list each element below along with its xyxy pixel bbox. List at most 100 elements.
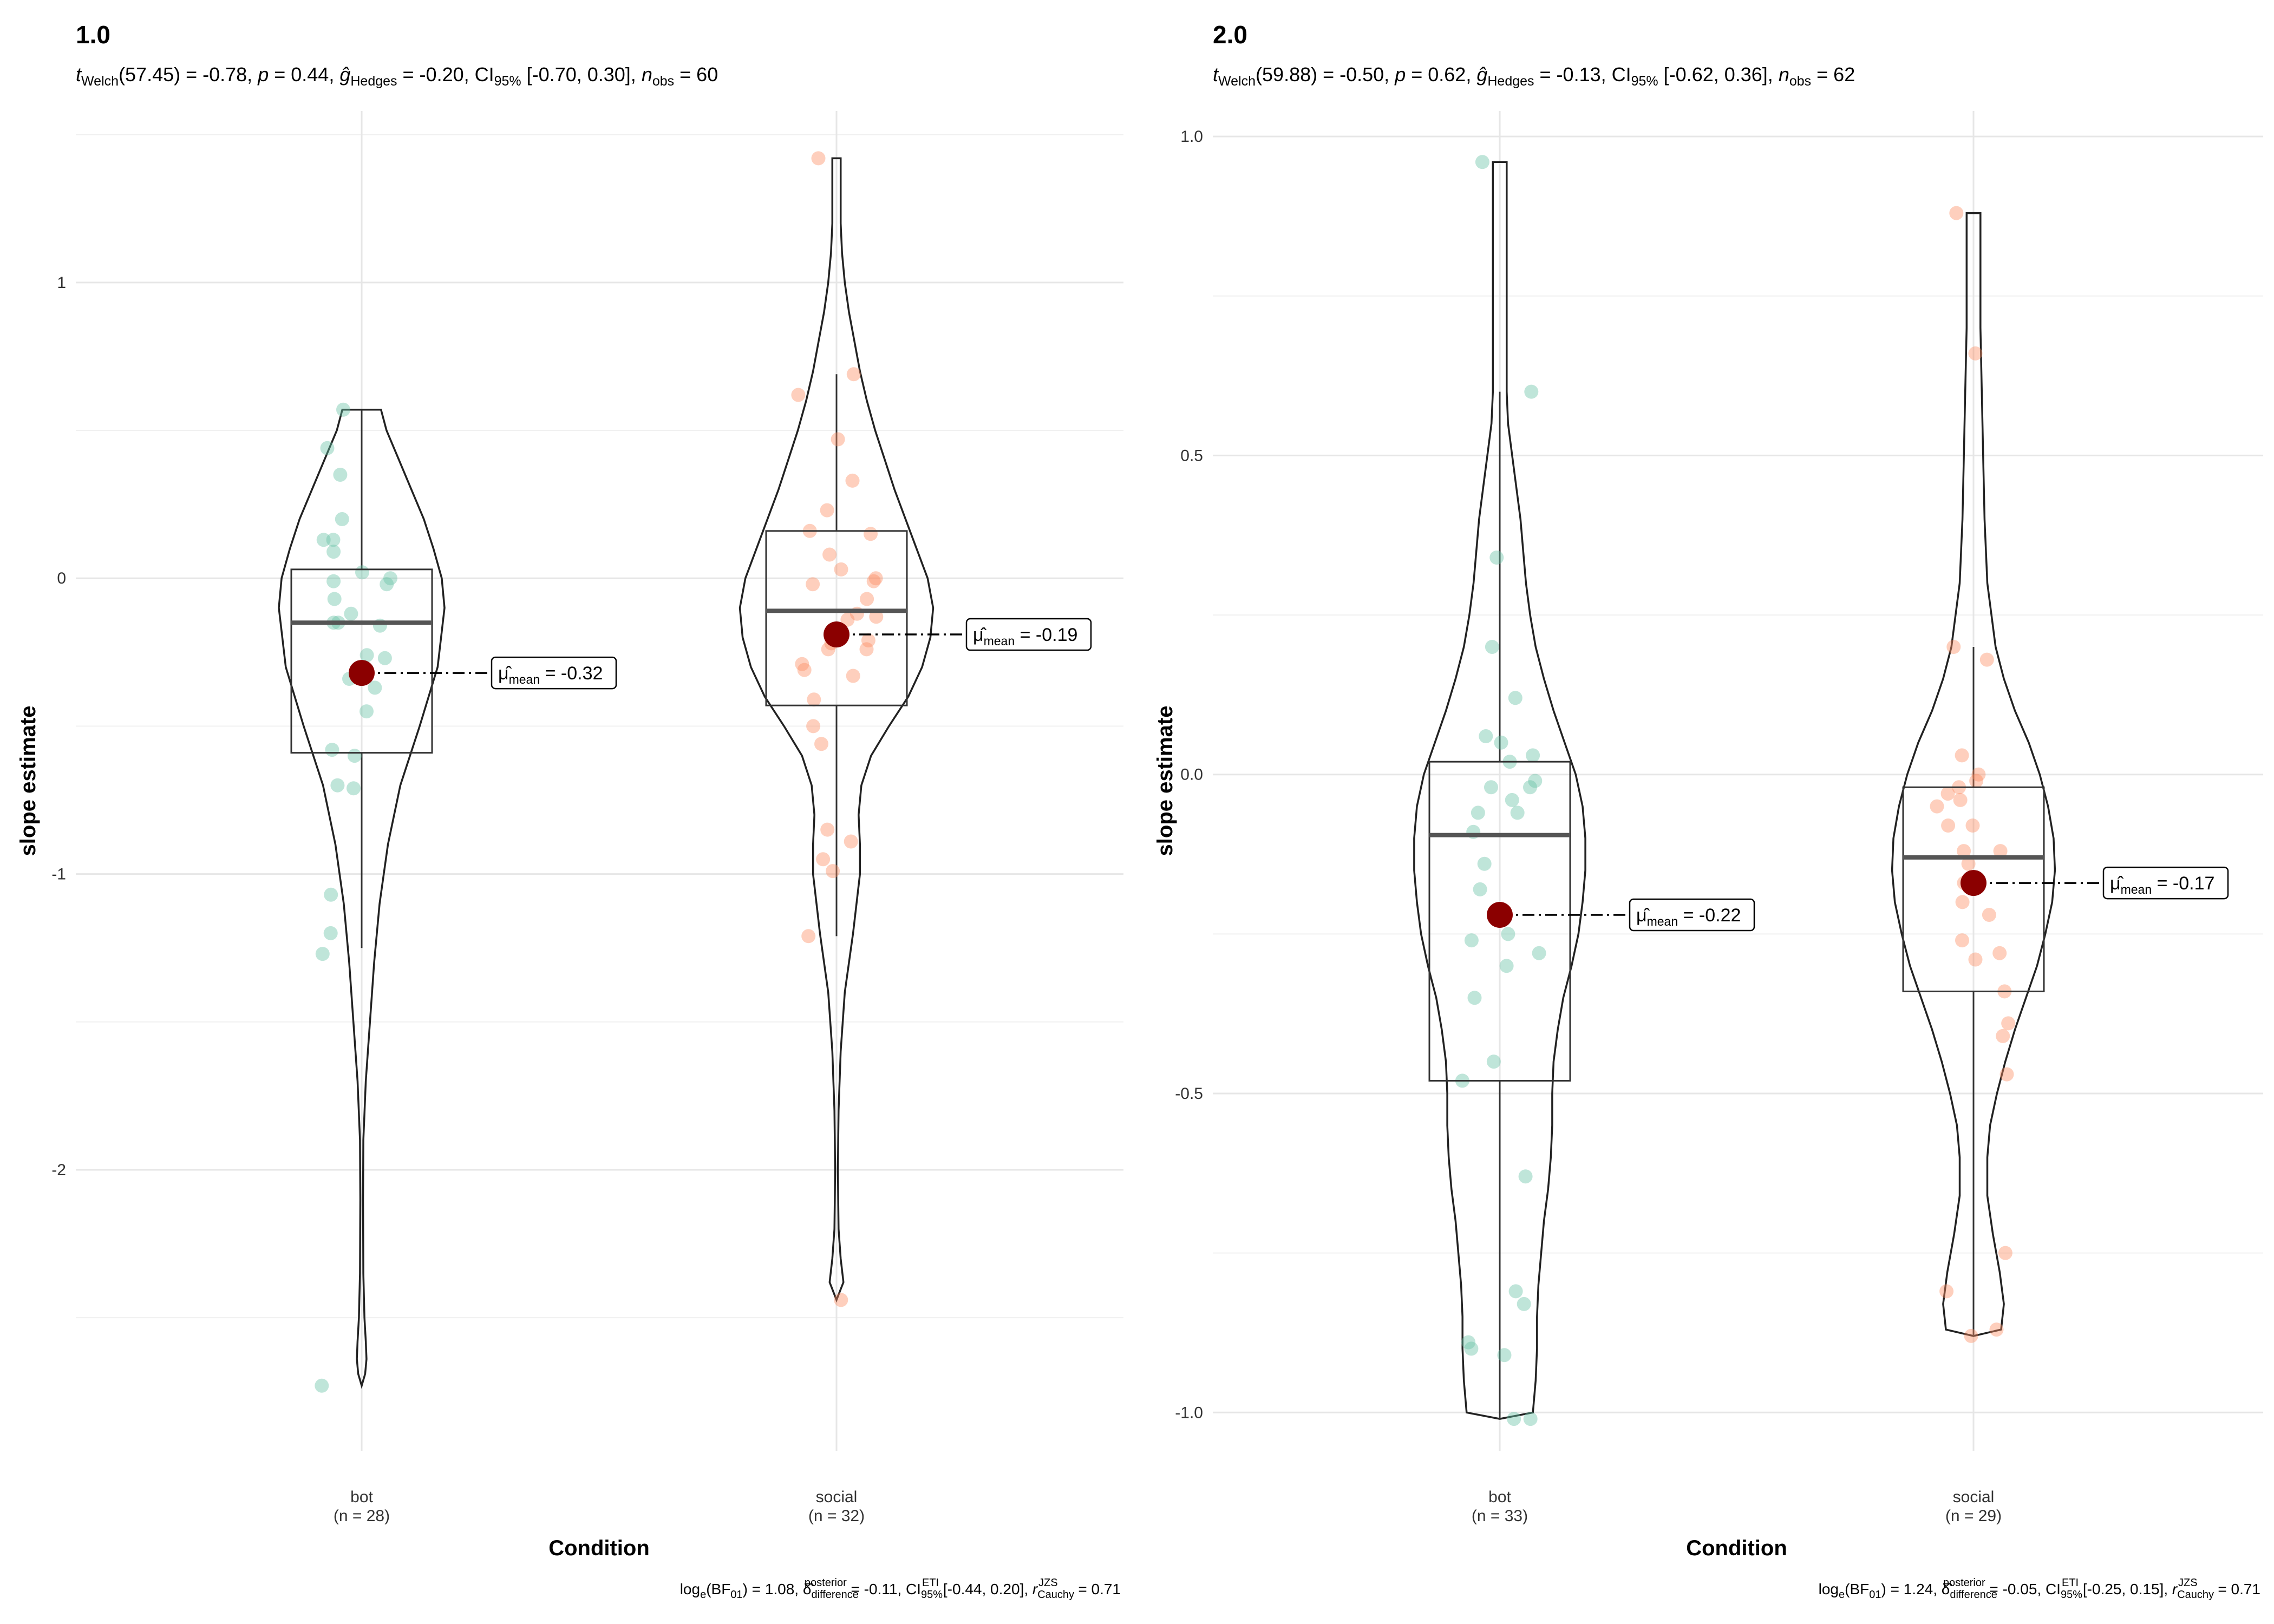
x-tick-count: (n = 29)	[1945, 1507, 2002, 1525]
panel-subtitle: tWelch(57.45) = -0.78, p = 0.44, ĝHedges…	[76, 63, 718, 89]
data-point	[1523, 780, 1537, 795]
data-point	[1497, 1348, 1512, 1363]
x-tick-label: social	[1953, 1488, 1995, 1506]
data-point	[1993, 844, 2008, 859]
data-point	[377, 651, 392, 665]
mean-point	[824, 621, 850, 648]
group-bot: μ̂mean = -0.22 bot(n = 33)	[1413, 155, 1755, 1525]
data-point	[1523, 1412, 1538, 1426]
x-tick-count: (n = 32)	[808, 1507, 865, 1525]
data-point	[327, 592, 342, 606]
data-point	[326, 545, 341, 559]
data-point	[2001, 1016, 2016, 1031]
data-point	[1971, 767, 1986, 782]
x-tick-label: bot	[1488, 1488, 1511, 1506]
data-point	[1494, 735, 1508, 750]
data-point	[344, 606, 358, 621]
x-axis-label: Condition	[1686, 1536, 1787, 1560]
panel-subtitle: tWelch(59.88) = -0.50, p = 0.62, ĝHedges…	[1213, 63, 1855, 89]
data-point	[1499, 959, 1514, 973]
data-point	[368, 680, 382, 695]
data-point	[315, 1378, 329, 1393]
data-point	[795, 657, 809, 671]
bayes-caption: loge(BF01) = 1.24, δ̂differenceposterior…	[1819, 1577, 2260, 1601]
data-point	[1471, 806, 1485, 820]
violin-social	[1891, 212, 2056, 1337]
data-point	[1941, 818, 1956, 833]
data-point	[845, 473, 860, 488]
box-social	[765, 530, 908, 706]
data-point	[1979, 652, 1994, 667]
data-point	[1992, 946, 2007, 960]
group-bot: μ̂mean = -0.32 bot(n = 28)	[278, 402, 617, 1525]
data-point	[806, 719, 821, 734]
y-tick-label: 0.0	[1180, 766, 1203, 784]
data-point	[806, 577, 820, 592]
data-point	[820, 822, 835, 837]
data-point	[1955, 933, 1969, 948]
data-point	[869, 610, 884, 624]
y-axis-label: slope estimate	[1153, 706, 1177, 856]
violin-bot	[278, 409, 446, 1390]
data-point	[1479, 729, 1493, 743]
data-point	[1484, 780, 1498, 795]
data-point	[807, 692, 821, 707]
violin-bot	[1413, 161, 1586, 1420]
y-tick-label: -2	[51, 1161, 66, 1179]
data-point	[1996, 1029, 2010, 1043]
y-tick-label: 1	[57, 274, 66, 292]
data-point	[323, 926, 338, 940]
data-point	[335, 512, 349, 526]
data-point	[316, 533, 331, 547]
data-point	[1489, 551, 1504, 565]
data-point	[1998, 1246, 2012, 1260]
mean-label-box	[1629, 898, 1755, 932]
data-point	[1939, 1284, 1954, 1299]
box-bot	[290, 568, 433, 754]
data-point	[1467, 991, 1482, 1005]
x-tick-count: (n = 28)	[334, 1507, 390, 1525]
data-point	[315, 947, 330, 961]
box-bot	[1428, 761, 1571, 1082]
mean-label: μ̂mean = -0.22	[1636, 905, 1741, 928]
data-point	[1532, 946, 1546, 960]
y-tick-label: 1.0	[1180, 128, 1203, 146]
data-point	[1508, 1284, 1523, 1299]
mean-label-box	[965, 618, 1092, 651]
data-point	[1505, 793, 1519, 807]
data-point	[1949, 206, 1964, 220]
violin-social	[739, 157, 935, 1303]
data-point	[840, 612, 855, 627]
data-point	[360, 648, 374, 663]
data-point	[797, 663, 812, 677]
y-tick-label: 0.5	[1180, 447, 1203, 464]
data-point	[1485, 640, 1499, 654]
panel-2: 2.0 tWelch(59.88) = -0.50, p = 0.62, ĝHed…	[1153, 21, 2263, 1601]
data-point	[1508, 691, 1522, 705]
panel-title: 1.0	[76, 21, 110, 49]
group-social: μ̂mean = -0.19 social(n = 32)	[739, 151, 1092, 1525]
data-point	[834, 562, 848, 577]
data-point	[1464, 933, 1479, 948]
data-point	[1501, 927, 1515, 941]
data-point	[826, 864, 840, 879]
data-point	[320, 441, 335, 455]
data-point	[861, 633, 875, 647]
data-point	[834, 1293, 848, 1307]
panel-1: 1.0 tWelch(57.45) = -0.78, p = 0.44, ĝHed…	[16, 21, 1123, 1601]
data-point	[791, 388, 806, 402]
data-point	[1528, 774, 1543, 788]
data-point	[1965, 818, 1980, 833]
data-point	[844, 834, 858, 849]
data-point	[1510, 806, 1525, 820]
data-point	[330, 778, 345, 793]
data-point	[859, 642, 874, 657]
y-tick-label: -0.5	[1175, 1085, 1203, 1103]
data-point	[1955, 748, 1969, 763]
data-point	[801, 929, 816, 944]
data-point	[1461, 1335, 1476, 1350]
data-point	[1930, 799, 1944, 814]
data-point	[814, 737, 828, 751]
